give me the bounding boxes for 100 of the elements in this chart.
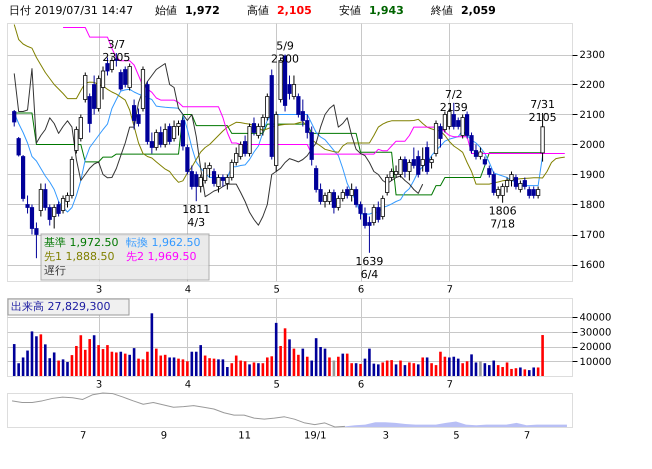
y-tick-label: 2300 [580, 50, 605, 61]
bar [536, 367, 540, 376]
candlestick [52, 204, 56, 229]
candlestick [136, 108, 141, 127]
bar [532, 367, 535, 376]
x-tick-label: 9 [160, 430, 168, 442]
y-tick-label: 1600 [580, 260, 605, 271]
bar [337, 356, 340, 376]
bar [44, 344, 47, 376]
bar [501, 367, 504, 376]
bar [57, 360, 60, 376]
bar [524, 369, 526, 376]
chart-title: 日付 2019/07/31 14:47 [9, 4, 134, 17]
candlestick [168, 123, 172, 145]
bar [314, 338, 318, 376]
bar [297, 354, 300, 376]
bar [239, 360, 242, 376]
x-tick-label: 11 [238, 430, 251, 442]
bar [12, 344, 16, 376]
x-tick-label: 4 [184, 284, 192, 296]
bar [328, 357, 331, 376]
y-tick-label: 2100 [580, 110, 605, 121]
candlestick [376, 201, 380, 223]
bar [456, 358, 460, 376]
x-tick-label: 19/1 [304, 430, 326, 442]
candlestick [176, 120, 181, 136]
x-tick-label: 5 [273, 380, 280, 390]
bar [448, 357, 451, 376]
candlestick [132, 99, 136, 130]
bar [426, 357, 428, 376]
bar [262, 363, 264, 376]
bar [466, 361, 468, 376]
bar [288, 339, 291, 376]
candlestick [158, 126, 163, 148]
candlestick [252, 117, 256, 136]
candlestick [420, 147, 425, 172]
candlestick [56, 201, 61, 217]
candlestick [243, 135, 248, 157]
bar [199, 345, 202, 376]
candlestick [128, 63, 132, 91]
text: 遅行 [44, 264, 66, 277]
bar [226, 367, 229, 376]
candlestick [60, 195, 66, 214]
candlestick [425, 141, 430, 175]
bar [416, 364, 420, 376]
bar [421, 357, 424, 376]
bar [496, 365, 500, 376]
bar [48, 358, 52, 376]
bar [324, 348, 326, 376]
bar [270, 356, 274, 376]
bar [452, 356, 456, 376]
candlestick [367, 216, 372, 254]
bar [132, 348, 136, 376]
candlestick [350, 183, 354, 202]
x-tick-label: 6 [358, 380, 364, 390]
x-tick-label: 7 [446, 284, 454, 296]
bar [159, 356, 162, 376]
candlestick [212, 168, 216, 187]
bar [257, 363, 260, 376]
annotation: 1639 6/4 [355, 254, 384, 281]
annotation: 1806 7/18 [488, 204, 517, 231]
candlestick [429, 156, 434, 169]
bar [40, 334, 42, 376]
bar [172, 357, 176, 376]
bar [519, 367, 522, 376]
y-tick-label: 1900 [580, 170, 605, 181]
bar [115, 352, 118, 376]
candlestick [332, 189, 336, 214]
y-tick-label: 40000 [580, 312, 612, 324]
candlestick [438, 123, 443, 148]
bar [164, 354, 166, 376]
candlestick [327, 189, 332, 205]
bar [155, 348, 158, 376]
bar [346, 354, 349, 376]
bar [84, 350, 87, 376]
x-tick-label: 5 [273, 284, 280, 296]
bar [541, 335, 544, 376]
x-tick-label: 3 [96, 380, 102, 390]
line-series [14, 63, 424, 226]
bar [248, 364, 251, 376]
candlestick [398, 156, 403, 178]
text: 転換 1,962.50 [126, 236, 200, 249]
candlestick [12, 110, 16, 127]
text: 終値 2,059 [431, 4, 496, 17]
candlestick [154, 129, 158, 151]
candlestick [509, 171, 514, 187]
candlestick [38, 183, 43, 217]
bar [354, 363, 358, 376]
bar [306, 356, 309, 376]
text: 先2 1,969.50 [126, 250, 196, 263]
bar [66, 362, 69, 376]
bar [412, 363, 416, 376]
x-tick-label: 5 [453, 430, 460, 442]
bar [394, 364, 398, 376]
text: 始値 1,972 [155, 4, 220, 17]
candlestick [380, 195, 385, 220]
candlestick [163, 123, 168, 148]
y-tick-label: 1800 [580, 200, 605, 211]
bar [88, 339, 91, 376]
candlestick [216, 174, 221, 193]
